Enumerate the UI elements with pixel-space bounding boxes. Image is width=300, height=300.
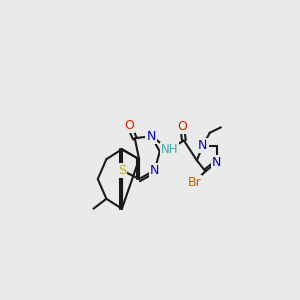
Text: N: N [198,140,208,152]
Text: O: O [124,118,134,132]
Text: N: N [146,130,156,142]
Text: NH: NH [160,143,178,156]
Text: Br: Br [187,176,201,189]
Text: N: N [212,156,221,169]
Text: N: N [150,164,159,177]
Text: S: S [118,164,126,177]
Text: O: O [177,120,187,133]
